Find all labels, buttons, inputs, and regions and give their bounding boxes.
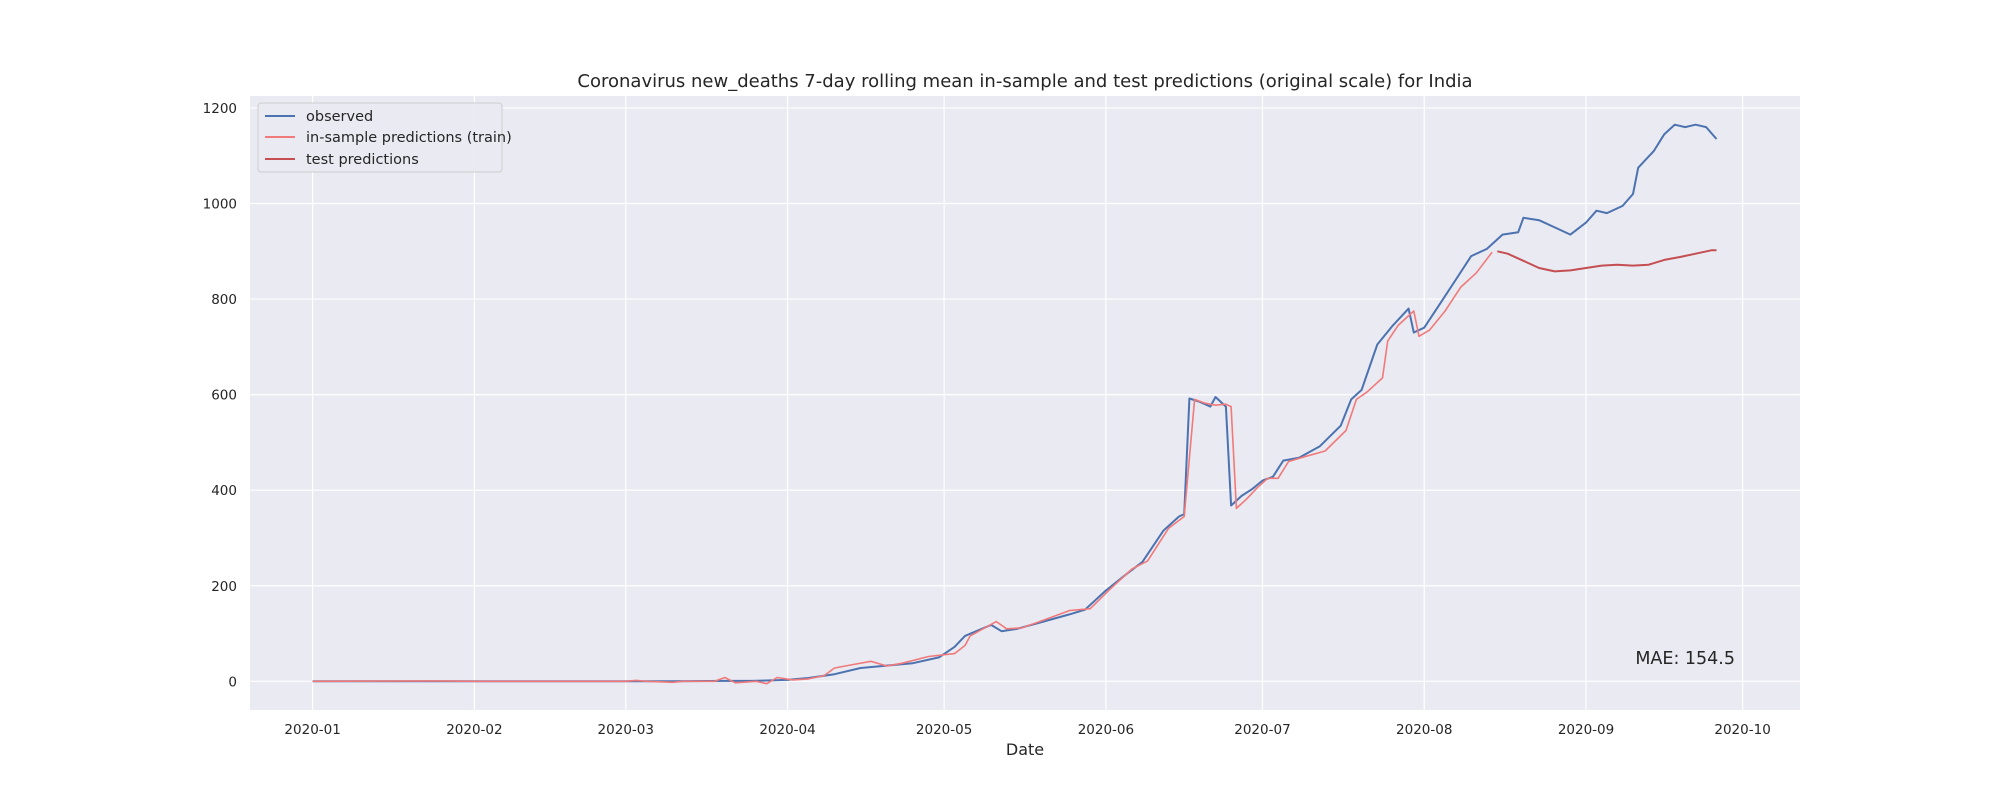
series-line-test-predictions: [1497, 249, 1717, 273]
legend-box: [257, 102, 503, 173]
y-tick-label: 200: [211, 579, 237, 595]
y-tick-label: 400: [211, 483, 237, 499]
x-tick-label: 2020-10: [1714, 722, 1770, 738]
y-tick-labels: 0 200 400 600 800 1000 1200: [203, 101, 237, 690]
x-tick-label: 2020-04: [759, 722, 815, 738]
x-tick-label: 2020-07: [1234, 722, 1290, 738]
legend-label-in-sample: in-sample predictions (train): [306, 130, 512, 146]
chart-title: Coronavirus new_deaths 7-day rolling mea…: [577, 71, 1472, 92]
x-tick-label: 2020-02: [446, 722, 502, 738]
x-tick-label: 2020-03: [598, 722, 654, 738]
x-tick-label: 2020-05: [916, 722, 972, 738]
x-gridlines: [312, 96, 1744, 710]
x-tick-label: 2020-09: [1558, 722, 1614, 738]
y-tick-label: 1000: [203, 197, 237, 213]
y-tick-label: 0: [228, 674, 237, 690]
y-tick-label: 600: [211, 388, 237, 404]
legend-label-test: test predictions: [306, 152, 419, 168]
series-line-in-sample-predictions: [312, 251, 1493, 685]
plot-background: [250, 96, 1800, 710]
legend: observed in-sample predictions (train) t…: [257, 102, 512, 173]
mae-annotation: MAE: 154.5: [1635, 649, 1735, 669]
y-tick-label: 800: [211, 292, 237, 308]
legend-label-observed: observed: [306, 109, 373, 125]
x-tick-labels: 2020-01 2020-02 2020-03 2020-04 2020-05 2020-…: [284, 722, 1770, 738]
x-tick-label: 2020-01: [284, 722, 340, 738]
series-layer: [312, 123, 1718, 685]
series-line-observed: [312, 123, 1718, 683]
y-tick-label: 1200: [203, 101, 237, 117]
x-axis-title: Date: [1006, 740, 1044, 759]
x-tick-label: 2020-08: [1396, 722, 1452, 738]
x-tick-label: 2020-06: [1078, 722, 1134, 738]
